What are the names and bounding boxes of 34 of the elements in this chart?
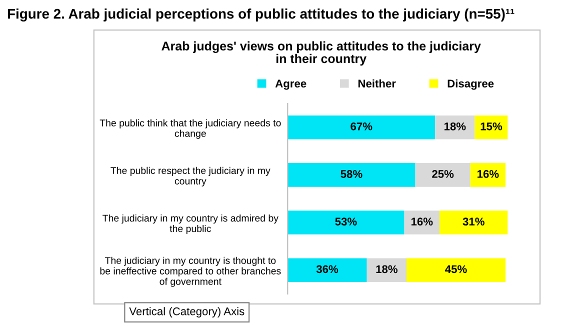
bar — [366, 258, 406, 282]
legend-label: Agree — [275, 80, 306, 90]
data-label: 53% — [335, 218, 357, 226]
data-label: 25% — [432, 170, 454, 178]
data-label: 18% — [444, 122, 466, 130]
data-label: 31% — [462, 218, 484, 226]
y-tick-label: The judiciary in my country is admired by the public — [102, 214, 278, 234]
data-label: 45% — [445, 265, 467, 274]
data-label: 58% — [340, 170, 362, 178]
chart-title: Figure 2. Arab judicial perceptions of public attitudes to the judiciary (n=55)¹¹ — [8, 8, 514, 22]
bar — [288, 163, 416, 187]
bar — [470, 163, 506, 187]
data-label: 16% — [411, 218, 433, 226]
bar — [404, 210, 440, 234]
data-label: 36% — [316, 265, 338, 274]
bar — [415, 163, 470, 187]
chart-subtitle: Arab judges' views on public attitudes to the judiciary in their country — [162, 41, 481, 66]
data-label: 67% — [350, 122, 372, 130]
legend-label: Disagree — [448, 79, 494, 90]
data-label: 16% — [478, 170, 499, 178]
bar — [440, 210, 508, 234]
data-label: 18% — [376, 265, 398, 274]
bar — [288, 258, 367, 282]
legend-label: Neither — [358, 79, 396, 88]
data-label: 15% — [480, 122, 502, 130]
bar — [288, 210, 404, 234]
y-tick-label: The judiciary in my country is thought to be ineffective compared to other branches of government — [100, 256, 281, 287]
bar — [288, 115, 436, 140]
y-tick-label: The public think that the judiciary needs to change — [100, 119, 281, 139]
bar — [474, 115, 508, 140]
bar — [435, 115, 475, 140]
y-tick-label: The public respect the judiciary in my country — [110, 166, 270, 186]
text: Vertical (Category) Axis — [129, 307, 244, 318]
bar — [406, 258, 506, 282]
